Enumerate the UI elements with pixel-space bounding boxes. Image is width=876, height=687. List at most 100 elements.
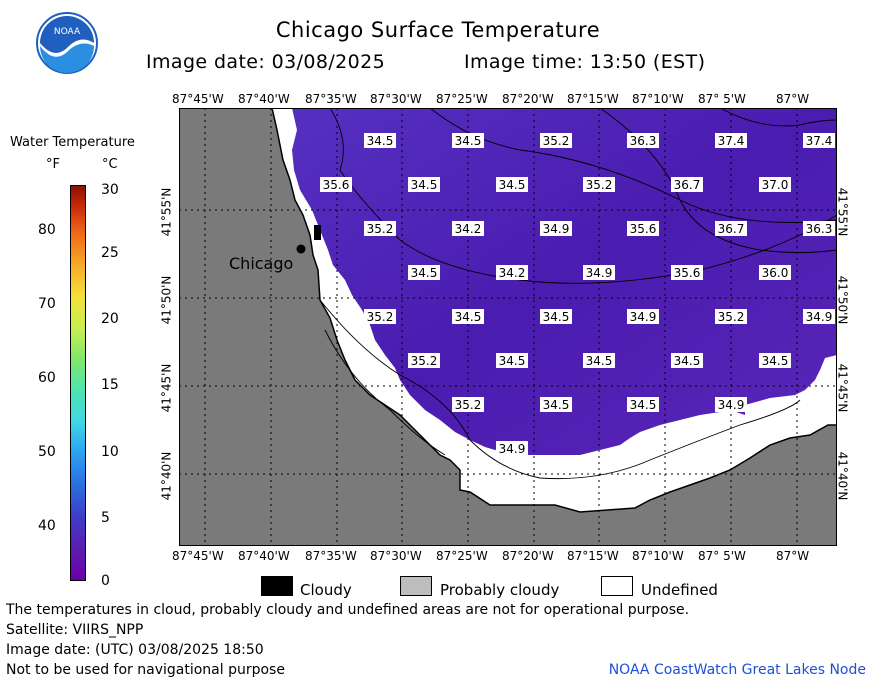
lat-label-right: 41°40'N bbox=[835, 451, 850, 501]
c-tick-label: 15 bbox=[101, 377, 119, 393]
lon-label-top: 87°30'W bbox=[370, 92, 422, 106]
temp-reading: 36.0 bbox=[762, 266, 789, 280]
lon-label-top: 87°35'W bbox=[305, 92, 357, 106]
temp-reading: 34.5 bbox=[455, 134, 482, 148]
lat-label-left: 41°55'N bbox=[159, 187, 174, 237]
temp-reading: 35.2 bbox=[455, 398, 482, 412]
credit-link[interactable]: NOAA CoastWatch Great Lakes Node bbox=[608, 662, 866, 678]
lat-label-right: 41°55'N bbox=[835, 187, 850, 237]
chicago-marker bbox=[296, 244, 306, 254]
temp-reading: 35.2 bbox=[586, 178, 613, 192]
cloudy-pixel bbox=[314, 225, 321, 240]
temp-reading: 35.6 bbox=[323, 178, 350, 192]
temp-reading: 36.3 bbox=[806, 222, 833, 236]
temp-reading: 36.7 bbox=[674, 178, 701, 192]
lon-label-bottom: 87°W bbox=[776, 549, 810, 563]
temp-reading: 35.6 bbox=[674, 266, 701, 280]
f-tick-label: 40 bbox=[38, 518, 56, 534]
temp-reading: 35.2 bbox=[367, 310, 394, 324]
temp-reading: 34.5 bbox=[630, 398, 657, 412]
temp-reading: 34.5 bbox=[543, 398, 570, 412]
temp-reading: 34.2 bbox=[499, 266, 526, 280]
temp-reading: 34.9 bbox=[543, 222, 570, 236]
c-tick-label: 10 bbox=[101, 444, 119, 460]
lon-label-top: 87°25'W bbox=[436, 92, 488, 106]
c-tick-label: 0 bbox=[101, 573, 110, 589]
image-time: Image time: 13:50 (EST) bbox=[464, 51, 706, 73]
probably-cloudy-label: Probably cloudy bbox=[440, 581, 560, 599]
temp-reading: 37.4 bbox=[806, 134, 833, 148]
temp-reading: 34.5 bbox=[543, 310, 570, 324]
temp-reading: 34.5 bbox=[455, 310, 482, 324]
temp-reading: 34.5 bbox=[586, 354, 613, 368]
cloudy-swatch bbox=[261, 576, 293, 596]
undefined-swatch bbox=[601, 576, 633, 596]
temp-reading: 37.4 bbox=[718, 134, 745, 148]
color-scale-bar bbox=[70, 185, 86, 581]
f-tick-label: 50 bbox=[38, 444, 56, 460]
lon-label-bottom: 87°15'W bbox=[567, 549, 619, 563]
temp-reading: 34.5 bbox=[411, 266, 438, 280]
temp-reading: 34.9 bbox=[806, 310, 833, 324]
temp-reading: 35.2 bbox=[718, 310, 745, 324]
lon-label-bottom: 87° 5'W bbox=[698, 549, 746, 563]
lon-label-bottom: 87°35'W bbox=[305, 549, 357, 563]
temperature-map: Chicago 34.5 34.5 35.2 36.3 37.4 37.4 35… bbox=[179, 108, 837, 546]
unit-celsius: °C bbox=[102, 157, 118, 172]
image-date: Image date: 03/08/2025 bbox=[146, 51, 386, 73]
lat-label-left: 41°45'N bbox=[159, 363, 174, 413]
temp-reading: 34.9 bbox=[499, 442, 526, 456]
lon-label-bottom: 87°25'W bbox=[436, 549, 488, 563]
temp-reading: 34.2 bbox=[455, 222, 482, 236]
lon-label-top: 87°10'W bbox=[632, 92, 684, 106]
c-tick-label: 25 bbox=[101, 245, 119, 261]
noaa-logo: NOAA bbox=[36, 12, 98, 74]
temp-reading: 36.3 bbox=[630, 134, 657, 148]
map-frame bbox=[179, 108, 837, 546]
lon-label-top: 87°20'W bbox=[502, 92, 554, 106]
temp-reading: 34.5 bbox=[499, 354, 526, 368]
legend-title: Water Temperature bbox=[10, 135, 135, 150]
undefined-label: Undefined bbox=[641, 581, 718, 599]
lon-label-top: 87°40'W bbox=[238, 92, 290, 106]
navigation-warning: Not to be used for navigational purpose bbox=[6, 662, 285, 678]
temp-reading: 34.5 bbox=[762, 354, 789, 368]
f-tick-label: 70 bbox=[38, 296, 56, 312]
temp-reading: 34.5 bbox=[499, 178, 526, 192]
temp-reading: 35.2 bbox=[543, 134, 570, 148]
lon-label-bottom: 87°10'W bbox=[632, 549, 684, 563]
temp-reading: 35.2 bbox=[411, 354, 438, 368]
f-tick-label: 80 bbox=[38, 222, 56, 238]
f-tick-label: 60 bbox=[38, 370, 56, 386]
cloudy-label: Cloudy bbox=[300, 581, 352, 599]
temp-reading: 35.2 bbox=[367, 222, 394, 236]
utc-date-text: Image date: (UTC) 03/08/2025 18:50 bbox=[6, 642, 264, 658]
lon-label-bottom: 87°45'W bbox=[172, 549, 224, 563]
lon-label-top: 87°15'W bbox=[567, 92, 619, 106]
temp-reading: 34.9 bbox=[586, 266, 613, 280]
c-tick-label: 5 bbox=[101, 510, 110, 526]
temp-reading: 35.6 bbox=[630, 222, 657, 236]
water-area bbox=[292, 108, 837, 455]
satellite-text: Satellite: VIIRS_NPP bbox=[6, 622, 144, 638]
temp-reading: 36.7 bbox=[718, 222, 745, 236]
temp-reading: 34.9 bbox=[630, 310, 657, 324]
temperature-labels: 34.5 34.5 35.2 36.3 37.4 37.4 35.6 34.5 … bbox=[320, 133, 835, 456]
lon-label-bottom: 87°30'W bbox=[370, 549, 422, 563]
lat-label-left: 41°50'N bbox=[159, 275, 174, 325]
probably-cloudy-swatch bbox=[400, 576, 432, 596]
lon-label-top: 87°W bbox=[776, 92, 810, 106]
lat-label-right: 41°45'N bbox=[835, 363, 850, 413]
lat-label-left: 41°40'N bbox=[159, 451, 174, 501]
lon-label-bottom: 87°20'W bbox=[502, 549, 554, 563]
lat-label-right: 41°50'N bbox=[835, 275, 850, 325]
temp-reading: 34.5 bbox=[367, 134, 394, 148]
logo-text: NOAA bbox=[54, 27, 81, 37]
lon-label-top: 87°45'W bbox=[172, 92, 224, 106]
lon-label-bottom: 87°40'W bbox=[238, 549, 290, 563]
temp-reading: 34.5 bbox=[411, 178, 438, 192]
c-tick-label: 30 bbox=[101, 182, 119, 198]
disclaimer-text: The temperatures in cloud, probably clou… bbox=[6, 602, 690, 618]
c-tick-label: 20 bbox=[101, 311, 119, 327]
unit-fahrenheit: °F bbox=[46, 157, 60, 172]
